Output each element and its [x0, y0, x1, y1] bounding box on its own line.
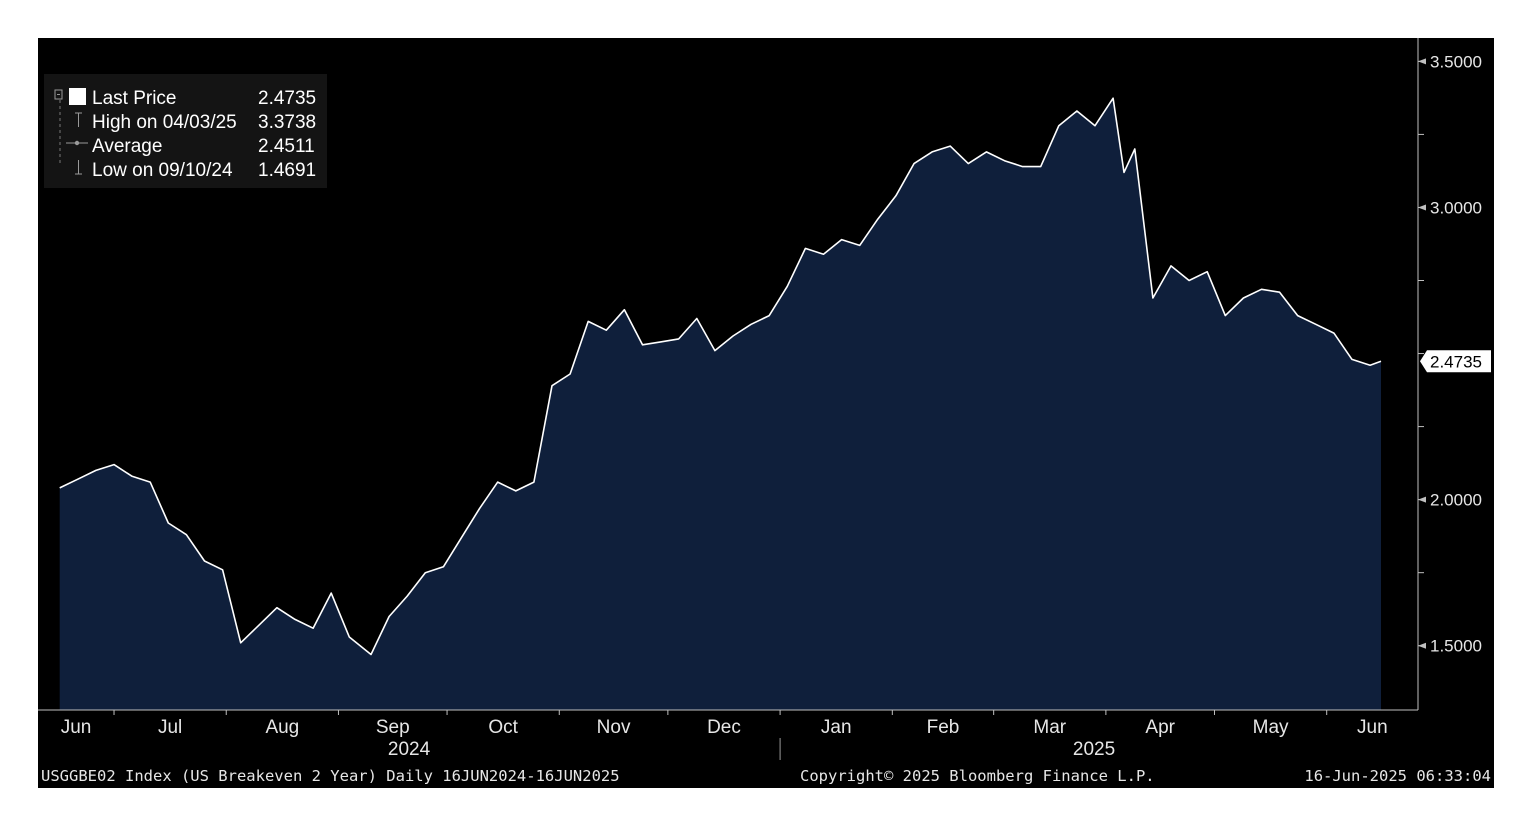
x-month-label: Dec	[707, 717, 741, 738]
legend-average-label: Average	[92, 136, 162, 157]
legend: Last Price 2.4735 High on 04/03/25 3.373…	[44, 74, 327, 188]
price-chart: 1.5000 2.0000 3.0000 3.5000 Jun Jul Aug Sep Oct…	[38, 38, 1491, 760]
y-tick-2: 3.0000	[1418, 198, 1482, 217]
x-month-label: Oct	[488, 717, 518, 738]
x-year-label-2025: 2025	[1073, 739, 1115, 760]
last-price-tag-value: 2.4735	[1430, 352, 1482, 371]
x-month-label: Mar	[1033, 717, 1066, 738]
legend-last-price-icon	[54, 88, 86, 105]
y-tick-1: 2.0000	[1418, 491, 1482, 510]
last-price-tag: 2.4735	[1420, 350, 1491, 373]
legend-low-label: Low on 09/10/24	[92, 160, 233, 181]
area-fill	[59, 98, 1382, 710]
legend-high-label: High on 04/03/25	[92, 112, 237, 133]
x-month-label: Jun	[1357, 717, 1388, 738]
x-month-label: Feb	[927, 717, 960, 738]
legend-background	[44, 74, 327, 188]
legend-last-price-value: 2.4735	[258, 88, 316, 109]
y-tick-label: 3.0000	[1430, 198, 1482, 217]
x-month-label: Nov	[597, 717, 631, 738]
x-month-label: Jun	[61, 717, 92, 738]
legend-low-value: 1.4691	[258, 160, 316, 181]
y-tick-label: 1.5000	[1430, 637, 1482, 656]
legend-last-price-label: Last Price	[92, 88, 176, 109]
chart-terminal: 1.5000 2.0000 3.0000 3.5000 Jun Jul Aug Sep Oct…	[38, 38, 1494, 788]
y-tick-3: 3.5000	[1418, 52, 1482, 71]
legend-average-value: 2.4511	[258, 136, 315, 157]
legend-low-icon	[75, 160, 82, 175]
x-month-label: May	[1253, 717, 1289, 738]
legend-high-value: 3.3738	[258, 112, 316, 133]
x-year-label-2024: 2024	[388, 739, 431, 760]
legend-average-icon	[66, 140, 88, 146]
footer-timestamp: 16-Jun-2025 06:33:04	[1304, 767, 1491, 785]
x-month-label: Apr	[1145, 717, 1175, 738]
y-tick-label: 2.0000	[1430, 491, 1482, 510]
price-line	[59, 97, 1382, 656]
footer-ticker-info: USGGBE02 Index (US Breakeven 2 Year) Dai…	[41, 767, 620, 785]
footer-copyright: Copyright© 2025 Bloomberg Finance L.P.	[800, 767, 1155, 785]
legend-high-icon	[59, 100, 82, 166]
x-month-label: Jan	[821, 717, 852, 738]
x-month-label: Sep	[376, 717, 410, 738]
footer: USGGBE02 Index (US Breakeven 2 Year) Dai…	[38, 764, 1494, 788]
y-tick-label: 3.5000	[1430, 52, 1482, 71]
x-month-label: Jul	[158, 717, 182, 738]
x-month-label: Aug	[265, 717, 299, 738]
y-tick-0: 1.5000	[1418, 637, 1482, 656]
